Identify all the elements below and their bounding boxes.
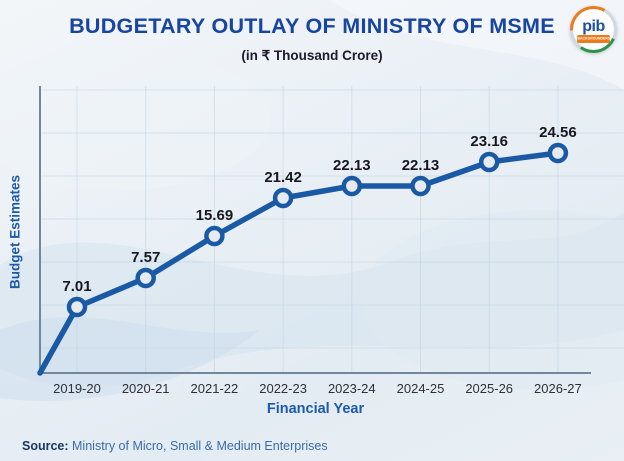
source-label: Source:	[22, 439, 69, 453]
data-point-marker	[66, 296, 88, 318]
x-tick-label: 2025-26	[465, 381, 513, 396]
data-point-marker	[410, 175, 431, 197]
source-line: Source: Ministry of Micro, Small & Mediu…	[22, 439, 328, 453]
data-point-label: 24.56	[539, 124, 577, 141]
data-point-marker	[547, 142, 569, 164]
pib-logo-inner: pib BACKGROUNDERS	[573, 9, 614, 50]
x-tick-label: 2021-22	[191, 381, 239, 396]
data-point-label: 22.13	[402, 157, 440, 174]
x-axis-title: Financial Year	[266, 401, 365, 417]
data-point-marker	[478, 151, 500, 173]
data-point-label: 21.42	[264, 169, 302, 186]
page-title: BUDGETARY OUTLAY OF MINISTRY OF MSME	[69, 14, 555, 38]
x-tick-label: 2019-20	[53, 381, 101, 396]
data-point-label: 7.01	[62, 278, 91, 295]
data-point-label: 22.13	[333, 157, 371, 174]
pib-logo-banner-text: BACKGROUNDERS	[577, 36, 610, 41]
x-tick-label: 2022-23	[259, 381, 307, 396]
data-point-marker	[135, 267, 156, 289]
data-point-label: 23.16	[470, 133, 508, 150]
data-point-label: 7.57	[131, 249, 160, 266]
x-tick-label: 2020-21	[122, 381, 170, 396]
x-tick-label: 2024-25	[397, 381, 445, 396]
pib-logo-text: pib	[582, 17, 605, 35]
pib-logo: pib BACKGROUNDERS	[570, 6, 617, 53]
pib-logo-banner: BACKGROUNDERS	[576, 34, 611, 43]
data-point-marker	[204, 225, 225, 247]
data-point-marker	[341, 175, 363, 197]
source-text: Ministry of Micro, Small & Medium Enterp…	[68, 439, 328, 453]
series-line	[37, 150, 561, 376]
data-point-marker	[272, 187, 294, 209]
data-point-label: 15.69	[196, 207, 234, 224]
y-axis-title: Budget Estimates	[7, 174, 23, 290]
x-tick-label: 2026-27	[534, 381, 582, 396]
page-subtitle: (in ₹ Thousand Crore)	[241, 48, 383, 63]
x-tick-label: 2023-24	[328, 381, 376, 396]
